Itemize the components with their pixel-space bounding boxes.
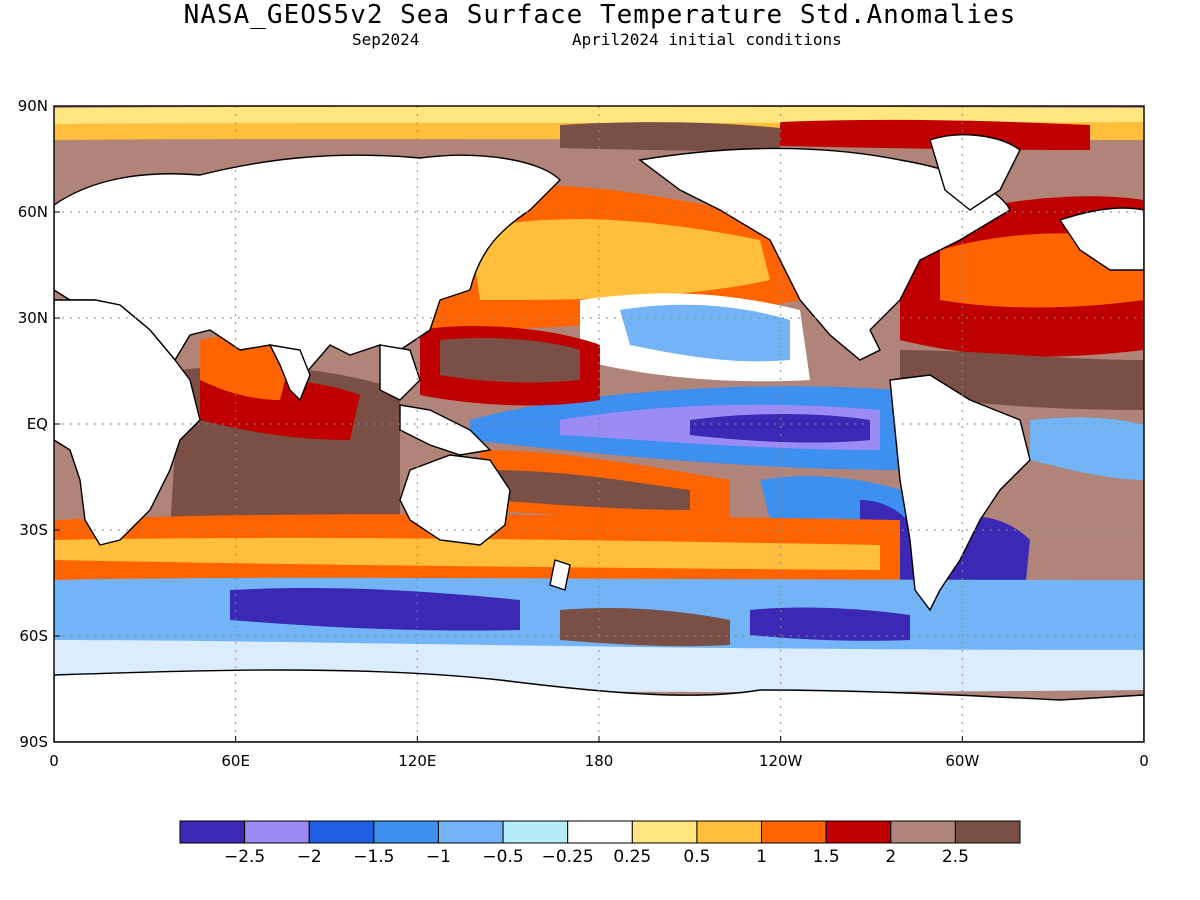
colorbar-label: −0.25 bbox=[542, 847, 594, 867]
colorbar-swatch bbox=[437, 820, 504, 844]
lat-label: 30S bbox=[19, 521, 48, 539]
colorbar-label: −1 bbox=[426, 847, 451, 867]
map-title: NASA_GEOS5v2 Sea Surface Temperature Std… bbox=[183, 0, 1017, 30]
land-europe-north bbox=[1058, 207, 1144, 271]
lon-label: 60E bbox=[221, 752, 250, 770]
latitude-labels: 90N 60N 30N EQ 30S 60S 90S bbox=[18, 97, 60, 751]
colorbar-swatch bbox=[179, 820, 246, 844]
colorbar-label: −0.5 bbox=[482, 847, 523, 867]
grid-lines bbox=[54, 106, 1144, 742]
colorbar-label: −2 bbox=[297, 847, 322, 867]
arabian-sea-orange bbox=[200, 336, 290, 400]
lon-label: 120E bbox=[398, 752, 436, 770]
southern-ocean-deep-2 bbox=[750, 607, 910, 641]
lat-label: 60N bbox=[18, 203, 48, 221]
southern-ocean-deep bbox=[230, 588, 520, 631]
land-greenland bbox=[929, 134, 1021, 211]
lat-label: EQ bbox=[27, 415, 48, 433]
longitude-labels: 0 60E 120E 180 120W 60W 0 bbox=[49, 736, 1149, 770]
lat-label: 90N bbox=[18, 97, 48, 115]
land-maritime-continent bbox=[399, 404, 492, 456]
lon-label: 180 bbox=[585, 752, 614, 770]
colorbar-label: 0.25 bbox=[613, 847, 651, 867]
tropical-atlantic-blue bbox=[1030, 417, 1144, 480]
colorbar-label: 1.5 bbox=[813, 847, 840, 867]
colorbar-swatch bbox=[825, 820, 892, 844]
colorbar-swatch bbox=[761, 820, 827, 844]
south-pacific-brown bbox=[490, 470, 690, 510]
lat-label: 30N bbox=[18, 309, 48, 327]
colorbar-swatch bbox=[502, 820, 569, 844]
forecast-month: Sep2024 bbox=[352, 30, 420, 49]
colorbar-swatch bbox=[373, 820, 439, 844]
land-africa-south bbox=[54, 299, 201, 546]
initial-conditions: April2024 initial conditions bbox=[572, 30, 842, 49]
colorbar-swatch bbox=[631, 820, 698, 844]
southern-ocean-orange bbox=[54, 537, 880, 570]
colorbar-label: −1.5 bbox=[353, 847, 394, 867]
colorbar-swatch bbox=[954, 820, 1021, 844]
lon-label: 0 bbox=[49, 752, 59, 770]
arctic-brown bbox=[560, 122, 780, 151]
colorbar-swatch bbox=[567, 820, 633, 844]
land-south-america bbox=[889, 374, 1031, 612]
lon-label: 60W bbox=[945, 752, 979, 770]
southern-ocean-brown bbox=[560, 608, 730, 647]
colorbar-swatch bbox=[696, 820, 763, 844]
land-australia bbox=[399, 454, 511, 546]
colorbar-label: 1 bbox=[756, 847, 767, 867]
west-pacific-brown bbox=[440, 338, 580, 383]
arctic-red bbox=[780, 119, 1090, 150]
north-pacific-blue-patch bbox=[620, 304, 790, 362]
colorbar: −2.5 −2 −1.5 −1 −0.5 −0.25 0.25 0.5 1 1.5 2 2.5 bbox=[179, 820, 1021, 867]
north-pacific-orange bbox=[470, 219, 770, 300]
lon-label: 0 bbox=[1139, 752, 1149, 770]
colorbar-label: 2.5 bbox=[942, 847, 969, 867]
land-new-zealand bbox=[549, 559, 571, 591]
land bbox=[54, 134, 1144, 742]
equatorial-pacific-deep bbox=[690, 414, 870, 443]
lon-label: 120W bbox=[759, 752, 803, 770]
land-southeast-asia bbox=[379, 344, 421, 401]
colorbar-label: 2 bbox=[885, 847, 896, 867]
colorbar-swatch bbox=[308, 820, 375, 844]
colorbar-swatch bbox=[244, 820, 310, 844]
colorbar-label: 0.5 bbox=[683, 847, 710, 867]
lat-label: 90S bbox=[19, 733, 48, 751]
colorbar-swatch bbox=[890, 820, 956, 844]
colorbar-label: −2.5 bbox=[224, 847, 265, 867]
land-africa-eurasia bbox=[54, 154, 561, 382]
land-india bbox=[268, 344, 311, 402]
lat-label: 60S bbox=[19, 627, 48, 645]
